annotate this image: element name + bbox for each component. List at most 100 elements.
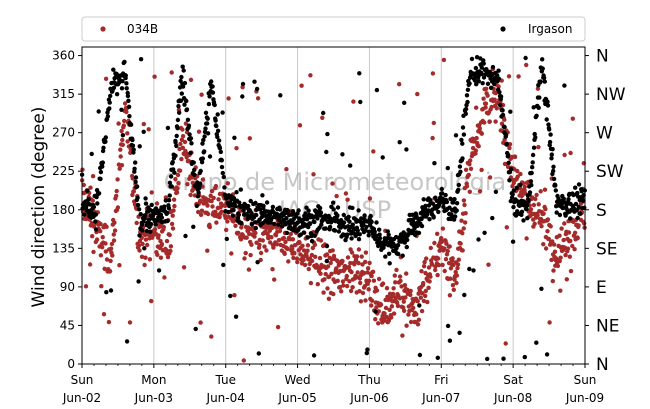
data-point (99, 284, 104, 289)
data-point (126, 104, 132, 110)
data-point (291, 255, 296, 261)
data-point (346, 264, 352, 270)
data-point (188, 136, 194, 141)
data-point (551, 164, 556, 169)
data-point (149, 202, 154, 208)
data-point (424, 256, 429, 261)
data-point (91, 249, 96, 255)
data-point (218, 149, 223, 155)
data-point (440, 262, 445, 268)
data-point (305, 248, 310, 253)
data-point (547, 127, 552, 132)
data-point (490, 64, 496, 70)
x-tick-date: Jun-05 (277, 391, 316, 405)
data-point (567, 254, 572, 259)
data-point (529, 170, 534, 176)
data-point (93, 212, 99, 217)
data-point (184, 107, 190, 112)
data-point (161, 224, 166, 230)
data-point (128, 122, 134, 127)
data-point (549, 257, 554, 263)
data-point (335, 259, 341, 264)
data-point (131, 147, 136, 152)
data-point (462, 292, 467, 298)
data-point (178, 98, 184, 104)
data-point (272, 277, 277, 282)
data-point (474, 135, 479, 141)
data-point (387, 307, 392, 312)
data-point (458, 241, 463, 246)
data-point (232, 293, 237, 298)
data-point (90, 234, 95, 239)
data-point (295, 259, 300, 265)
data-point (497, 90, 502, 95)
data-point (471, 268, 476, 273)
data-point (348, 260, 353, 266)
data-point (493, 119, 498, 124)
data-point (568, 216, 573, 221)
data-point (417, 303, 422, 308)
data-point (290, 246, 295, 251)
data-point (174, 143, 179, 149)
data-point (426, 203, 432, 208)
data-point (356, 247, 362, 252)
data-point (374, 305, 379, 310)
data-point (325, 286, 330, 291)
data-point (260, 238, 265, 243)
data-point (441, 204, 446, 209)
data-point (304, 217, 310, 222)
data-point (105, 114, 111, 119)
data-point (257, 242, 262, 247)
data-point (345, 232, 350, 237)
data-point (205, 211, 211, 217)
data-point (380, 281, 386, 286)
data-point (272, 221, 277, 227)
data-point (351, 99, 356, 104)
data-point (426, 285, 431, 290)
data-point (574, 208, 579, 213)
data-point (417, 352, 423, 358)
data-point (359, 254, 364, 259)
data-point (423, 293, 428, 299)
data-point (217, 214, 222, 220)
data-point (169, 184, 174, 189)
data-point (88, 185, 93, 190)
data-point (480, 81, 485, 86)
data-point (383, 305, 389, 311)
data-point (203, 126, 208, 131)
data-point (196, 129, 202, 134)
data-point (564, 277, 569, 282)
data-point (361, 270, 367, 276)
data-point (431, 215, 436, 220)
data-point (310, 245, 315, 251)
data-point (421, 298, 427, 304)
data-point (345, 255, 351, 260)
data-point (98, 176, 103, 182)
data-point (476, 144, 481, 149)
data-point (507, 145, 512, 151)
data-point (288, 231, 293, 237)
data-point (112, 220, 117, 225)
data-point (139, 254, 145, 259)
legend-marker-034b (100, 26, 106, 32)
data-point (249, 242, 254, 247)
data-point (308, 73, 313, 78)
data-point (300, 243, 305, 248)
data-point (154, 201, 160, 206)
data-point (175, 172, 181, 178)
data-point (453, 133, 459, 138)
data-point (508, 167, 514, 172)
data-point (187, 132, 192, 137)
x-tick-day: Sat (503, 373, 523, 387)
data-point (120, 142, 126, 147)
data-point (143, 255, 148, 260)
data-point (524, 206, 529, 212)
data-point (357, 289, 362, 294)
data-point (100, 164, 105, 169)
data-point (532, 131, 537, 137)
data-point (188, 192, 193, 198)
data-point (543, 206, 548, 212)
data-point (484, 86, 489, 92)
data-point (364, 350, 369, 356)
data-point (229, 251, 234, 256)
